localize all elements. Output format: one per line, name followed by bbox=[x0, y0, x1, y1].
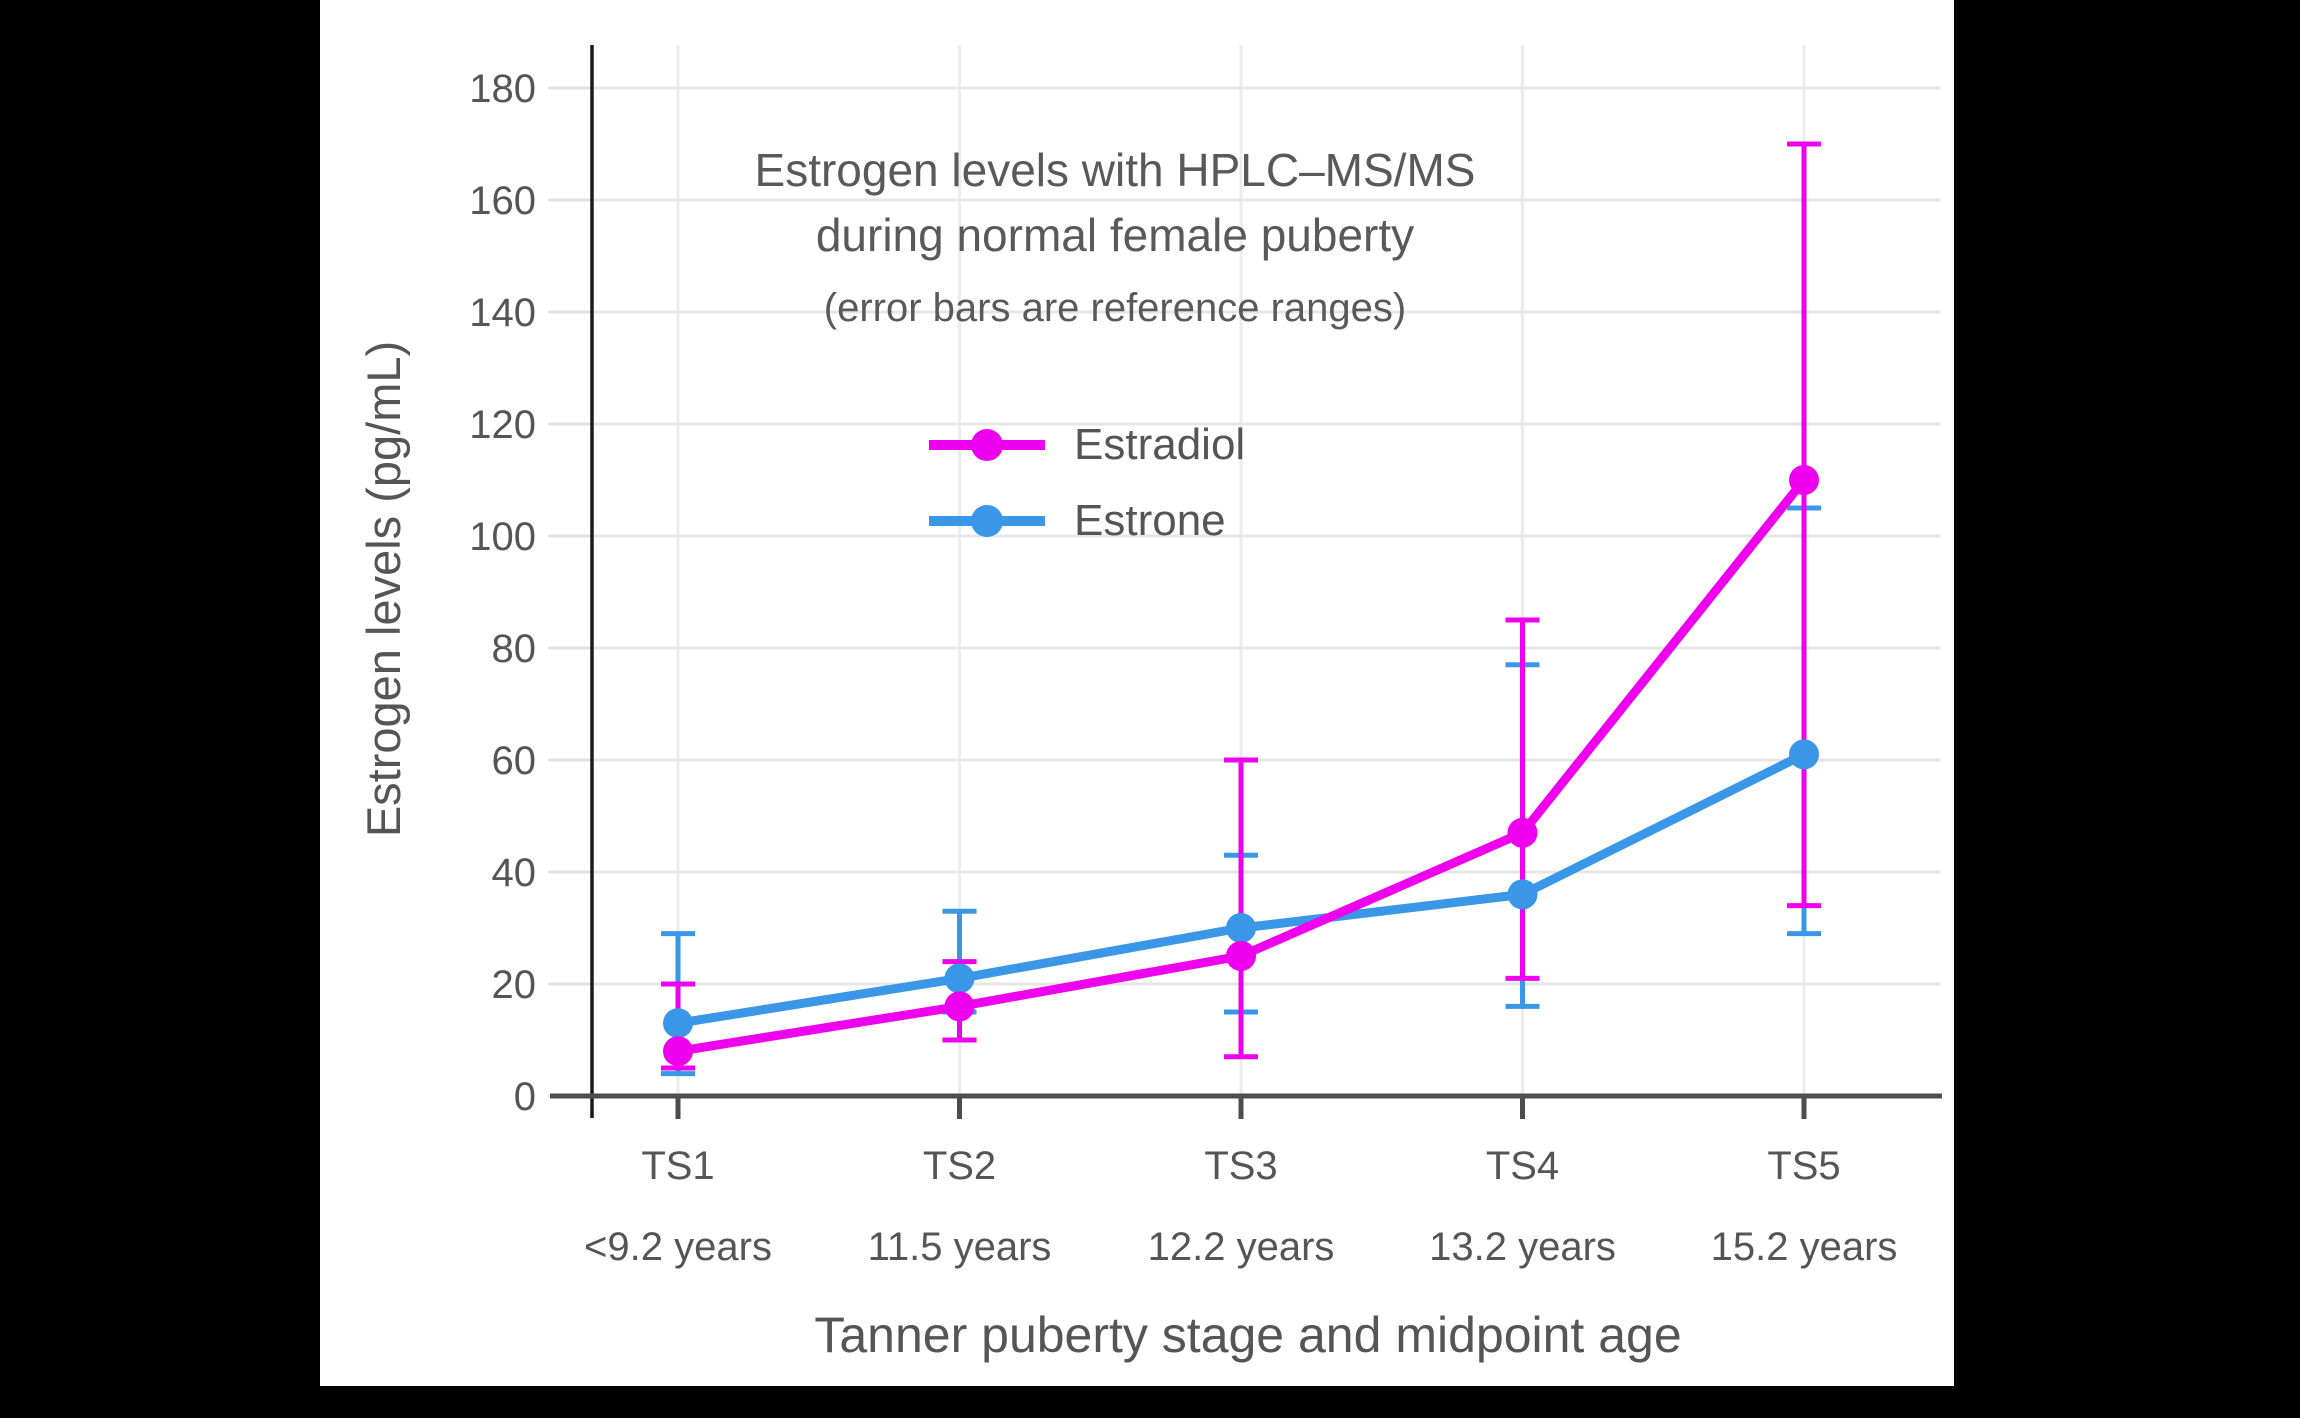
legend-label-estrone: Estrone bbox=[1074, 496, 1226, 545]
x-axis-title: Tanner puberty stage and midpoint age bbox=[814, 1307, 1682, 1363]
y-tick-label-120: 120 bbox=[469, 403, 536, 447]
estradiol-point-TS2 bbox=[944, 991, 975, 1022]
x-tick-label-TS2: TS2 bbox=[923, 1144, 996, 1188]
x-tick-marks bbox=[675, 1096, 1807, 1119]
estradiol-error-bars bbox=[661, 141, 1821, 1071]
estrone-point-TS5 bbox=[1789, 739, 1819, 770]
estradiol-legend-marker-icon bbox=[929, 429, 1045, 461]
y-tick-labels: 0 20 40 60 80 100 120 140 160 180 bbox=[469, 67, 536, 1119]
y-tick-label-20: 20 bbox=[492, 963, 537, 1007]
y-tick-label-0: 0 bbox=[514, 1075, 536, 1119]
estradiol-point-TS1 bbox=[663, 1036, 693, 1067]
estradiol-point-TS4 bbox=[1507, 817, 1538, 848]
y-tick-label-160: 160 bbox=[469, 179, 536, 223]
horizontal-gridlines bbox=[548, 86, 1940, 1098]
x-category-labels: TS1 TS2 TS3 TS4 TS5 bbox=[641, 1144, 1840, 1188]
legend-item-estradiol: Estradiol bbox=[928, 417, 1245, 473]
x-tick-label-TS1: TS1 bbox=[641, 1144, 714, 1188]
x-age-labels: <9.2 years 11.5 years 12.2 years 13.2 years… bbox=[584, 1225, 1897, 1269]
legend-label-estradiol: Estradiol bbox=[1074, 420, 1246, 469]
estradiol-legend-dot bbox=[971, 429, 1003, 461]
x-tick-label-TS3: TS3 bbox=[1204, 1144, 1277, 1188]
estrone-point-TS2 bbox=[944, 963, 975, 994]
y-tick-label-60: 60 bbox=[492, 739, 537, 783]
y-axis-title: Estrogen levels (pg/mL) bbox=[357, 340, 410, 838]
y-tick-label-140: 140 bbox=[469, 291, 536, 335]
x-age-label-TS4: 13.2 years bbox=[1429, 1225, 1616, 1269]
estradiol-point-TS5 bbox=[1789, 465, 1819, 495]
x-age-label-TS1: <9.2 years bbox=[584, 1225, 772, 1269]
estrone-point-TS1 bbox=[663, 1008, 693, 1039]
chart-subtitle: (error bars are reference ranges) bbox=[823, 286, 1407, 330]
estrone-point-TS3 bbox=[1226, 913, 1256, 943]
estrone-point-TS4 bbox=[1507, 879, 1538, 910]
x-age-label-TS5: 15.2 years bbox=[1711, 1225, 1898, 1269]
x-age-label-TS3: 12.2 years bbox=[1148, 1225, 1335, 1269]
estrone-legend-marker-icon bbox=[929, 505, 1045, 537]
x-age-label-TS2: 11.5 years bbox=[868, 1225, 1052, 1269]
estrone-legend-dot bbox=[971, 505, 1003, 537]
estradiol-point-TS3 bbox=[1226, 941, 1256, 971]
y-tick-label-180: 180 bbox=[469, 67, 536, 111]
y-tick-label-80: 80 bbox=[492, 627, 537, 671]
legend-item-estrone: Estrone bbox=[928, 493, 1226, 549]
x-tick-label-TS4: TS4 bbox=[1486, 1144, 1559, 1188]
y-tick-label-40: 40 bbox=[492, 851, 537, 895]
estradiol-series bbox=[663, 465, 1819, 1067]
estrone-series bbox=[663, 739, 1819, 1039]
chart-title-line1: Estrogen levels with HPLC–MS/MS bbox=[754, 144, 1476, 196]
x-tick-label-TS5: TS5 bbox=[1767, 1144, 1840, 1188]
y-tick-label-100: 100 bbox=[469, 515, 536, 559]
chart-title-line2: during normal female puberty bbox=[815, 209, 1415, 261]
